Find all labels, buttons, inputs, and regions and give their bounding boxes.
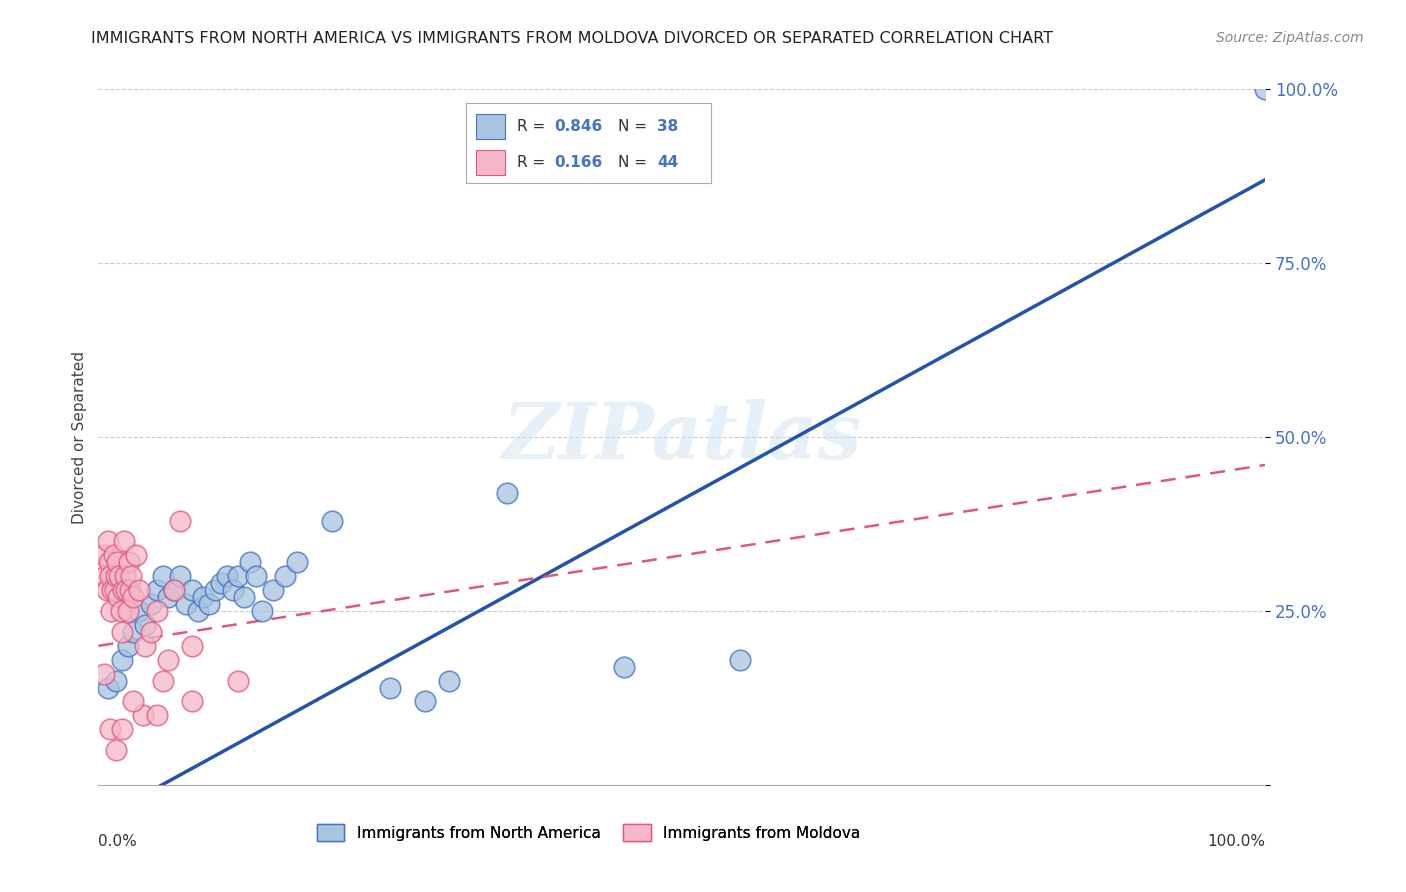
Point — [97, 534, 120, 549]
Point — [111, 624, 134, 639]
Point — [163, 583, 186, 598]
Point — [93, 549, 115, 563]
Point — [139, 597, 162, 611]
Point — [496, 485, 519, 500]
Point — [180, 694, 202, 708]
Point — [193, 590, 215, 604]
Point — [250, 604, 273, 618]
Point — [117, 604, 139, 618]
Point — [120, 569, 142, 583]
Point — [111, 653, 134, 667]
Point — [122, 590, 145, 604]
Point — [215, 569, 238, 583]
Point — [146, 708, 169, 723]
Point — [413, 694, 436, 708]
Point — [233, 590, 256, 604]
Point — [321, 514, 343, 528]
Point — [169, 514, 191, 528]
Point — [105, 555, 128, 569]
Point — [152, 673, 174, 688]
Legend: Immigrants from North America, Immigrants from Moldova: Immigrants from North America, Immigrant… — [311, 818, 866, 847]
Point — [239, 555, 262, 569]
Point — [612, 659, 634, 673]
Point — [107, 590, 129, 604]
Text: 100.0%: 100.0% — [1208, 834, 1265, 849]
Point — [103, 549, 125, 563]
Point — [198, 597, 221, 611]
Point — [97, 681, 120, 695]
Point — [110, 604, 132, 618]
Point — [245, 569, 267, 583]
Point — [112, 534, 135, 549]
Y-axis label: Divorced or Separated: Divorced or Separated — [72, 351, 87, 524]
Point — [128, 583, 150, 598]
Point — [111, 583, 134, 598]
Point — [174, 597, 197, 611]
Point — [146, 604, 169, 618]
Point — [180, 583, 202, 598]
Point — [221, 583, 243, 598]
Point — [209, 576, 232, 591]
Text: Source: ZipAtlas.com: Source: ZipAtlas.com — [1216, 31, 1364, 45]
Point — [157, 653, 180, 667]
Point — [125, 549, 148, 563]
Point — [117, 639, 139, 653]
Point — [132, 708, 155, 723]
Point — [730, 653, 752, 667]
Point — [1254, 82, 1277, 96]
Point — [274, 569, 297, 583]
Point — [163, 583, 186, 598]
Point — [204, 583, 226, 598]
Point — [122, 694, 145, 708]
Point — [180, 639, 202, 653]
Point — [228, 569, 250, 583]
Point — [139, 624, 162, 639]
Point — [101, 583, 124, 598]
Point — [94, 569, 117, 583]
Point — [108, 569, 131, 583]
Point — [228, 673, 250, 688]
Point — [152, 569, 174, 583]
Point — [134, 639, 156, 653]
Point — [262, 583, 284, 598]
Point — [100, 604, 122, 618]
Point — [111, 723, 134, 737]
Point — [104, 673, 127, 688]
Point — [187, 604, 209, 618]
Text: IMMIGRANTS FROM NORTH AMERICA VS IMMIGRANTS FROM MOLDOVA DIVORCED OR SEPARATED C: IMMIGRANTS FROM NORTH AMERICA VS IMMIGRA… — [91, 31, 1053, 46]
Point — [128, 604, 150, 618]
Point — [96, 583, 118, 598]
Point — [118, 583, 141, 598]
Point — [122, 624, 145, 639]
Point — [146, 583, 169, 598]
Point — [169, 569, 191, 583]
Point — [134, 618, 156, 632]
Point — [437, 673, 460, 688]
Point — [93, 666, 115, 681]
Point — [285, 555, 308, 569]
Point — [380, 681, 402, 695]
Text: 0.0%: 0.0% — [98, 834, 138, 849]
Point — [97, 555, 120, 569]
Point — [104, 743, 127, 757]
Point — [114, 569, 136, 583]
Point — [98, 723, 121, 737]
Point — [157, 590, 180, 604]
Point — [98, 569, 121, 583]
Point — [104, 583, 127, 598]
Point — [115, 583, 138, 598]
Point — [104, 569, 127, 583]
Text: ZIPatlas: ZIPatlas — [502, 399, 862, 475]
Point — [118, 555, 141, 569]
